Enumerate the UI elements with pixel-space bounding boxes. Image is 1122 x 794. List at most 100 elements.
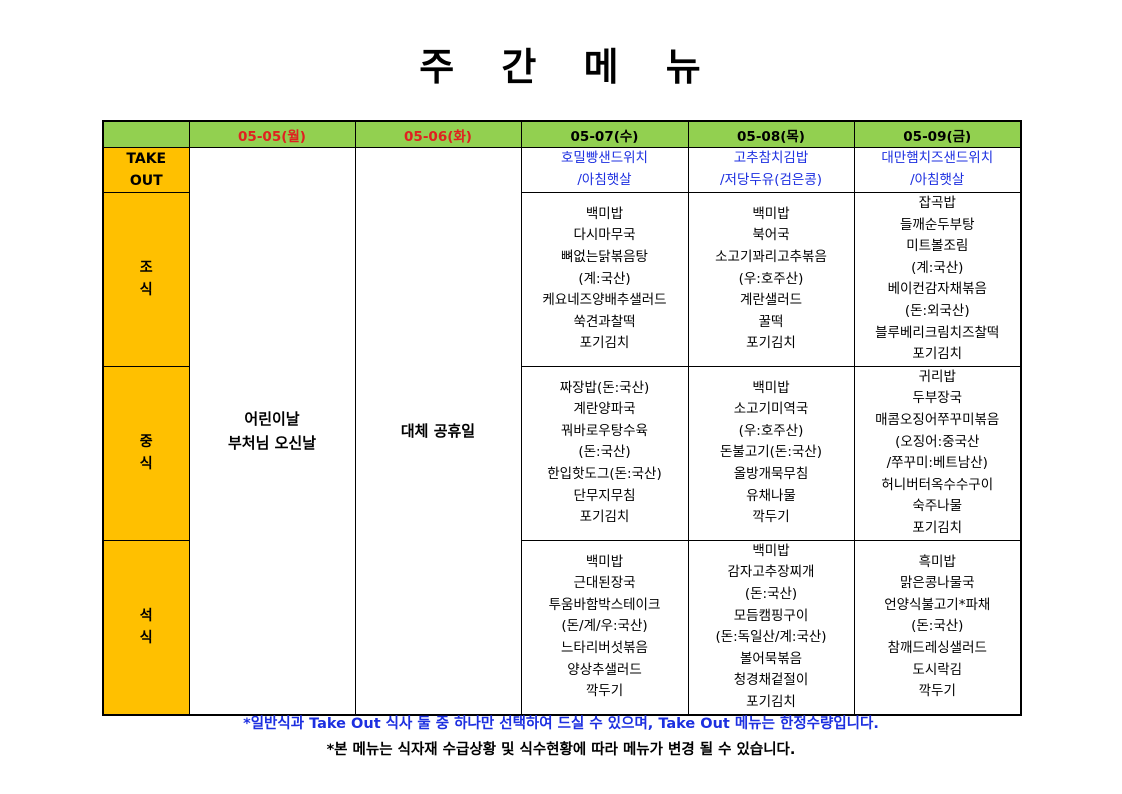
menu-item: 볼어묵볶음 xyxy=(739,650,803,667)
menu-item: 꿔바로우탕수육 xyxy=(561,422,648,439)
menu-item: 참깨드레싱샐러드 xyxy=(887,639,987,656)
menu-item: 블루베리크림치즈찰떡 xyxy=(875,324,1000,341)
menu-item: 투움바함박스테이크 xyxy=(548,596,661,613)
day-header: 05-06(화) xyxy=(354,120,522,148)
menu-item: (돈:독일산/계:국산) xyxy=(715,629,827,646)
menu-item: 포기김치 xyxy=(746,693,796,710)
menu-item: 귀리밥 xyxy=(918,368,956,385)
menu-item: (우:호주산) xyxy=(738,422,804,439)
holiday-cell-0506: 대체 공휴일 xyxy=(354,147,522,715)
menu-item: 포기김치 xyxy=(746,335,796,352)
menu-item: 포기김치 xyxy=(579,335,630,352)
menu-item: 깍두기 xyxy=(752,509,790,526)
holiday-name: 부처님 오신날 xyxy=(227,433,317,452)
label-line: 석 xyxy=(139,608,153,625)
menu-item: 베이컨감자채볶음 xyxy=(887,281,987,298)
dinner-menu-cell: 흑미밥 맑은콩나물국 언양식불고기*파채 (돈:국산) 참깨드레싱샐러드 도시락김 깍두기 xyxy=(853,539,1022,716)
menu-item: 허니버터옥수수구이 xyxy=(881,476,994,493)
menu-item: 유채나물 xyxy=(746,487,796,504)
menu-item: (계:국산) xyxy=(578,270,631,287)
menu-item: (돈:국산) xyxy=(744,585,798,602)
menu-item: 백미밥 xyxy=(585,553,624,570)
menu-item: 포기김치 xyxy=(912,346,963,363)
menu-item: (돈:외국산) xyxy=(904,302,970,319)
menu-item: (계:국산) xyxy=(911,259,964,276)
label-line: OUT xyxy=(129,173,163,189)
holiday-name: 어린이날 xyxy=(244,409,300,428)
takeout-menu-cell: 호밀빵샌드위치/아침햇살 xyxy=(520,147,689,193)
takeout-row: TAKE OUT 어린이날 부처님 오신날 대체 공휴일 호밀빵샌드위치/아침햇살 … xyxy=(102,147,1022,715)
holiday-name: 대체 공휴일 xyxy=(400,421,476,440)
menu-item: 양상추샐러드 xyxy=(567,661,642,678)
menu-item: 고추참치김밥 xyxy=(733,150,809,167)
menu-change-notice: *본 메뉴는 식자재 수급상황 및 식수현황에 따라 메뉴가 변경 될 수 있습… xyxy=(326,742,796,758)
label-line: TAKE xyxy=(126,151,167,167)
menu-item: 돈불고기(돈:국산) xyxy=(719,444,823,461)
menu-item: 북어국 xyxy=(752,227,790,244)
menu-item: 맑은콩나물국 xyxy=(899,575,975,592)
label-line: 식 xyxy=(139,456,153,473)
menu-item: 소고기미역국 xyxy=(733,401,809,418)
menu-item: 백미밥 xyxy=(752,542,790,559)
weekly-menu-table: 05-05(월) 05-06(화) 05-07(수) 05-08(목) 05-0… xyxy=(102,120,1022,716)
menu-item: 근대된장국 xyxy=(573,575,636,592)
menu-item: 들깨순두부탕 xyxy=(899,216,975,233)
day-header: 05-07(수) xyxy=(520,120,689,148)
lunch-menu-cell: 귀리밥 두부장국 매콤오징어쭈꾸미볶음 (오징어:중국산/쭈꾸미:베트남산) 허니버터옥… xyxy=(853,365,1022,541)
menu-item: 모듬캠핑구이 xyxy=(733,607,809,624)
menu-item: 포기김치 xyxy=(579,509,630,526)
menu-item: 쑥견과찰떡 xyxy=(573,313,636,330)
menu-item: 백미밥 xyxy=(752,379,790,396)
takeout-menu-cell: 고추참치김밥/저당두유(검은콩) xyxy=(687,147,855,193)
menu-item: 대만햄치즈샌드위치 xyxy=(881,150,994,167)
menu-item: 계란샐러드 xyxy=(739,292,803,309)
menu-item: (돈:국산) xyxy=(578,444,631,461)
takeout-menu-cell: 대만햄치즈샌드위치/아침햇살 xyxy=(853,147,1022,193)
menu-item: 올방개묵무침 xyxy=(733,466,809,483)
takeout-notice: *일반식과 Take Out 식사 둘 중 하나만 선택하여 드실 수 있으며,… xyxy=(243,716,879,732)
menu-item: 포기김치 xyxy=(912,520,963,537)
menu-item: 백미밥 xyxy=(585,205,624,222)
menu-item: 흑미밥 xyxy=(918,553,956,570)
menu-item: (오징어:중국산 xyxy=(895,433,980,450)
label-line: 식 xyxy=(139,630,153,647)
row-label-takeout: TAKE OUT xyxy=(102,147,190,193)
menu-item: 느타리버섯볶음 xyxy=(561,639,648,656)
header-row: 05-05(월) 05-06(화) 05-07(수) 05-08(목) 05-0… xyxy=(102,120,1022,148)
menu-item: 두부장국 xyxy=(912,390,963,407)
dinner-menu-cell: 백미밥 감자고추장찌개 (돈:국산) 모듬캠핑구이 (돈:독일산/계:국산) 볼어묵볶음 청… xyxy=(687,539,855,716)
menu-item: 매콤오징어쭈꾸미볶음 xyxy=(875,412,1000,429)
menu-item: 한입핫도그(돈:국산) xyxy=(547,466,662,483)
breakfast-menu-cell: 백미밥 다시마무국 뼈없는닭볶음탕 (계:국산) 케요네즈양배추샐러드 쑥견과찰떡 포기김치 xyxy=(520,192,689,367)
menu-item: 짜장밥(돈:국산) xyxy=(559,379,650,396)
day-header: 05-09(금) xyxy=(853,120,1022,148)
menu-item: 청경채겉절이 xyxy=(733,672,809,689)
menu-item: 도시락김 xyxy=(912,661,963,678)
menu-item: (돈/계/우:국산) xyxy=(561,618,648,635)
day-header: 05-08(목) xyxy=(687,120,855,148)
menu-item: /아침햇살 xyxy=(577,172,632,188)
day-header: 05-05(월) xyxy=(188,120,356,148)
menu-item: 소고기꽈리고추볶음 xyxy=(715,248,827,265)
menu-item: 미트볼조림 xyxy=(906,238,969,255)
menu-item: /아침햇살 xyxy=(910,172,965,188)
menu-item: 잡곡밥 xyxy=(918,195,956,211)
menu-item: 깍두기 xyxy=(585,683,624,700)
label-line: 식 xyxy=(139,282,153,299)
page-title: 주 간 메 뉴 xyxy=(419,45,703,89)
menu-item: 뼈없는닭볶음탕 xyxy=(561,248,648,265)
menu-item: (돈:국산) xyxy=(911,618,964,635)
menu-item: 백미밥 xyxy=(752,205,790,222)
menu-item: 꿀떡 xyxy=(758,313,784,330)
menu-item: (우:호주산) xyxy=(738,270,804,287)
menu-item: /저당두유(검은콩) xyxy=(719,172,823,188)
